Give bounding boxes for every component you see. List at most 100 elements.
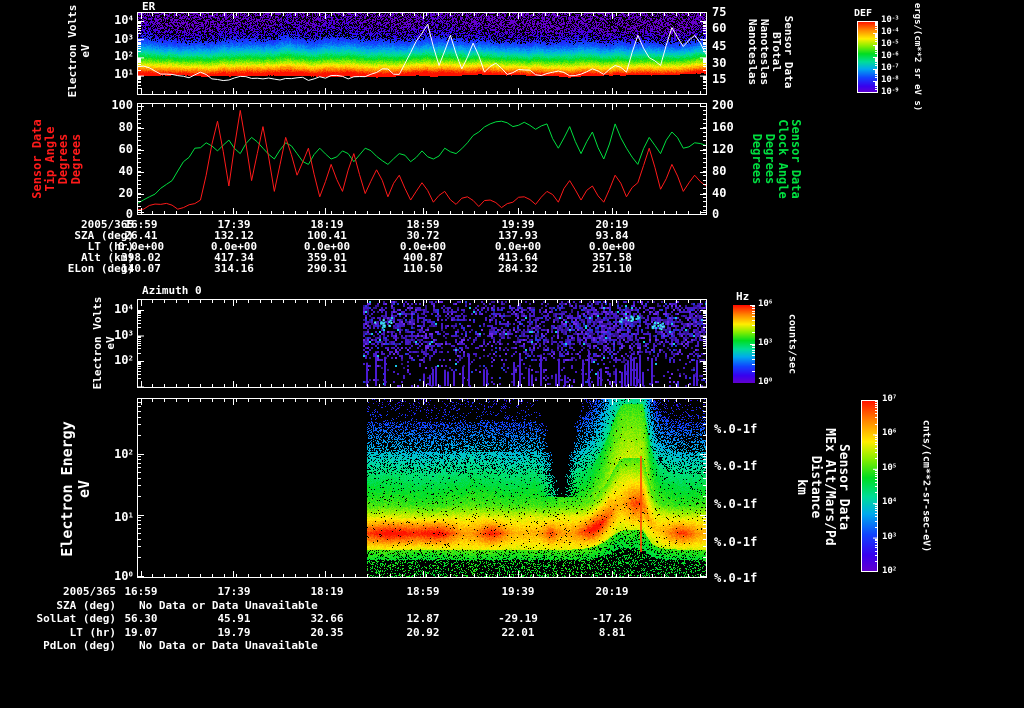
er-ylabel: Electron Volts eV bbox=[66, 4, 92, 98]
axis-tick-label: 102 bbox=[114, 447, 133, 461]
ephem-value: 18:59 bbox=[406, 218, 440, 231]
axis-tick-label: 20 bbox=[118, 186, 133, 200]
axis-tick-label: 60 bbox=[712, 21, 727, 35]
clock-angle-axis-label: Sensor Data Clock Angle Degrees Degrees bbox=[750, 119, 803, 199]
ephem-value: 110.50 bbox=[403, 262, 443, 275]
ephem-value: 0.0e+00 bbox=[494, 240, 542, 253]
ephem-value: 18:19 bbox=[310, 218, 344, 231]
ephem-value: 19.79 bbox=[217, 626, 251, 639]
axis-tick-label: 105 bbox=[882, 462, 897, 473]
axis-tick-label: %.0-1f bbox=[714, 497, 758, 511]
axis-tick-label: 103 bbox=[114, 32, 133, 46]
ephem-value: 8.81 bbox=[598, 626, 626, 639]
axis-tick-label: 102 bbox=[114, 49, 133, 63]
azimuth-ylabel: Electron Volts eV bbox=[91, 296, 117, 390]
ephem-value: 0.0e+00 bbox=[399, 240, 447, 253]
angles-line-plot-canvas bbox=[137, 103, 707, 215]
axis-tick-label: 40 bbox=[118, 164, 133, 178]
ephem-value: 284.32 bbox=[498, 262, 538, 275]
axis-tick-label: 107 bbox=[882, 394, 897, 404]
energy-right-axis-label: Sensor Data MEx Alt/Mars/Pd Distance km bbox=[794, 428, 851, 546]
axis-tick-label: %.0-1f bbox=[714, 459, 758, 473]
ephem-value: 17:39 bbox=[217, 218, 251, 231]
ephem-value: 251.10 bbox=[592, 262, 632, 275]
axis-tick-label: 15 bbox=[712, 72, 727, 86]
ephem-value: 19:39 bbox=[501, 585, 535, 598]
axis-tick-label: 75 bbox=[712, 5, 727, 19]
er-spectrogram-canvas bbox=[137, 12, 707, 95]
ephem-value: 137.93 bbox=[498, 229, 538, 242]
hz-colorbar-title: Hz bbox=[736, 290, 750, 303]
axis-tick-label: 10-4 bbox=[881, 27, 899, 37]
ephem-row-label: 2005/365 bbox=[81, 218, 134, 231]
axis-tick-label: 10-7 bbox=[881, 63, 899, 73]
ephem-row-label: LT (hr) bbox=[87, 240, 134, 253]
axis-tick-label: 103 bbox=[114, 328, 133, 342]
energy-colorbar-unit: cnts/(cm**2-sr-sec-eV) bbox=[920, 419, 932, 553]
ephem-value: 20:19 bbox=[595, 218, 629, 231]
axis-tick-label: 120 bbox=[712, 142, 734, 156]
axis-tick-label: %.0-1f bbox=[714, 535, 758, 549]
axis-tick-label: 80 bbox=[118, 120, 133, 134]
ephem-row-label: LT (hr) bbox=[69, 626, 116, 639]
ephem-value: 16:59 bbox=[124, 585, 158, 598]
ephem-value: 140.07 bbox=[121, 262, 161, 275]
er-right-axis-label: Sensor Data BTotal Nanoteslas Nanoteslas bbox=[746, 15, 795, 89]
ephem-value: 398.02 bbox=[121, 251, 161, 264]
axis-tick-label: %.0-1f bbox=[714, 571, 758, 585]
ephem-row-label: SZA (deg) bbox=[56, 599, 116, 612]
ephem-value: 56.30 bbox=[124, 612, 158, 625]
ephem-value: 16:59 bbox=[124, 218, 158, 231]
ephem-value: 93.84 bbox=[595, 229, 629, 242]
hz-colorbar bbox=[733, 305, 755, 383]
ephem-value: 12.87 bbox=[406, 612, 440, 625]
ephem-value: 100.41 bbox=[307, 229, 347, 242]
ephem-value: 20.92 bbox=[406, 626, 440, 639]
axis-tick-label: 100 bbox=[114, 569, 133, 583]
no-data-message: No Data or Data Unavailable bbox=[139, 639, 318, 652]
axis-tick-label: 102 bbox=[882, 566, 897, 576]
axis-tick-label: 100 bbox=[758, 377, 773, 387]
no-data-message: No Data or Data Unavailable bbox=[139, 599, 318, 612]
ephem-value: 22.01 bbox=[501, 626, 535, 639]
axis-tick-label: 0 bbox=[712, 207, 720, 221]
axis-tick-label: 160 bbox=[712, 120, 734, 134]
azimuth-spectrogram-canvas bbox=[137, 299, 707, 388]
ephem-value: 19.07 bbox=[124, 626, 158, 639]
axis-tick-label: 104 bbox=[114, 13, 133, 27]
axis-tick-label: 45 bbox=[712, 39, 727, 53]
energy-spectrogram-canvas bbox=[137, 398, 707, 578]
ephem-value: 314.16 bbox=[214, 262, 254, 275]
axis-tick-label: 106 bbox=[758, 299, 773, 309]
ephem-value: 20.35 bbox=[310, 626, 344, 639]
axis-tick-label: 60 bbox=[118, 142, 133, 156]
axis-tick-label: 30 bbox=[712, 56, 727, 70]
ephem-value: 17:39 bbox=[217, 585, 251, 598]
ephem-value: 0.0e+00 bbox=[588, 240, 636, 253]
def-colorbar-unit: ergs/(cm**2 sr eV s) bbox=[912, 2, 922, 112]
axis-tick-label: 10-8 bbox=[881, 75, 899, 85]
axis-tick-label: %.0-1f bbox=[714, 422, 758, 436]
axis-tick-label: 101 bbox=[114, 510, 133, 524]
ephem-value: 359.01 bbox=[307, 251, 347, 264]
ephem-row-label: 2005/365 bbox=[63, 585, 116, 598]
axis-tick-label: 10-6 bbox=[881, 51, 899, 61]
ephem-value: 0.0e+00 bbox=[303, 240, 351, 253]
axis-tick-label: 40 bbox=[712, 186, 727, 200]
ephem-value: 357.58 bbox=[592, 251, 632, 264]
axis-tick-label: 101 bbox=[114, 67, 133, 81]
ephem-value: 18:59 bbox=[406, 585, 440, 598]
axis-tick-label: 200 bbox=[712, 98, 734, 112]
ephem-value: 0.0e+00 bbox=[117, 240, 165, 253]
ephem-value: 400.87 bbox=[403, 251, 443, 264]
ephem-value: 20:19 bbox=[595, 585, 629, 598]
axis-tick-label: 100 bbox=[111, 98, 133, 112]
axis-tick-label: 102 bbox=[114, 353, 133, 367]
ephem-value: 45.91 bbox=[217, 612, 251, 625]
def-colorbar-title: DEF bbox=[854, 8, 873, 19]
ephem-row-label: SolLat (deg) bbox=[36, 612, 116, 625]
ephem-value: 19:39 bbox=[501, 218, 535, 231]
ephem-value: 413.64 bbox=[498, 251, 538, 264]
ephem-value: 417.34 bbox=[214, 251, 254, 264]
